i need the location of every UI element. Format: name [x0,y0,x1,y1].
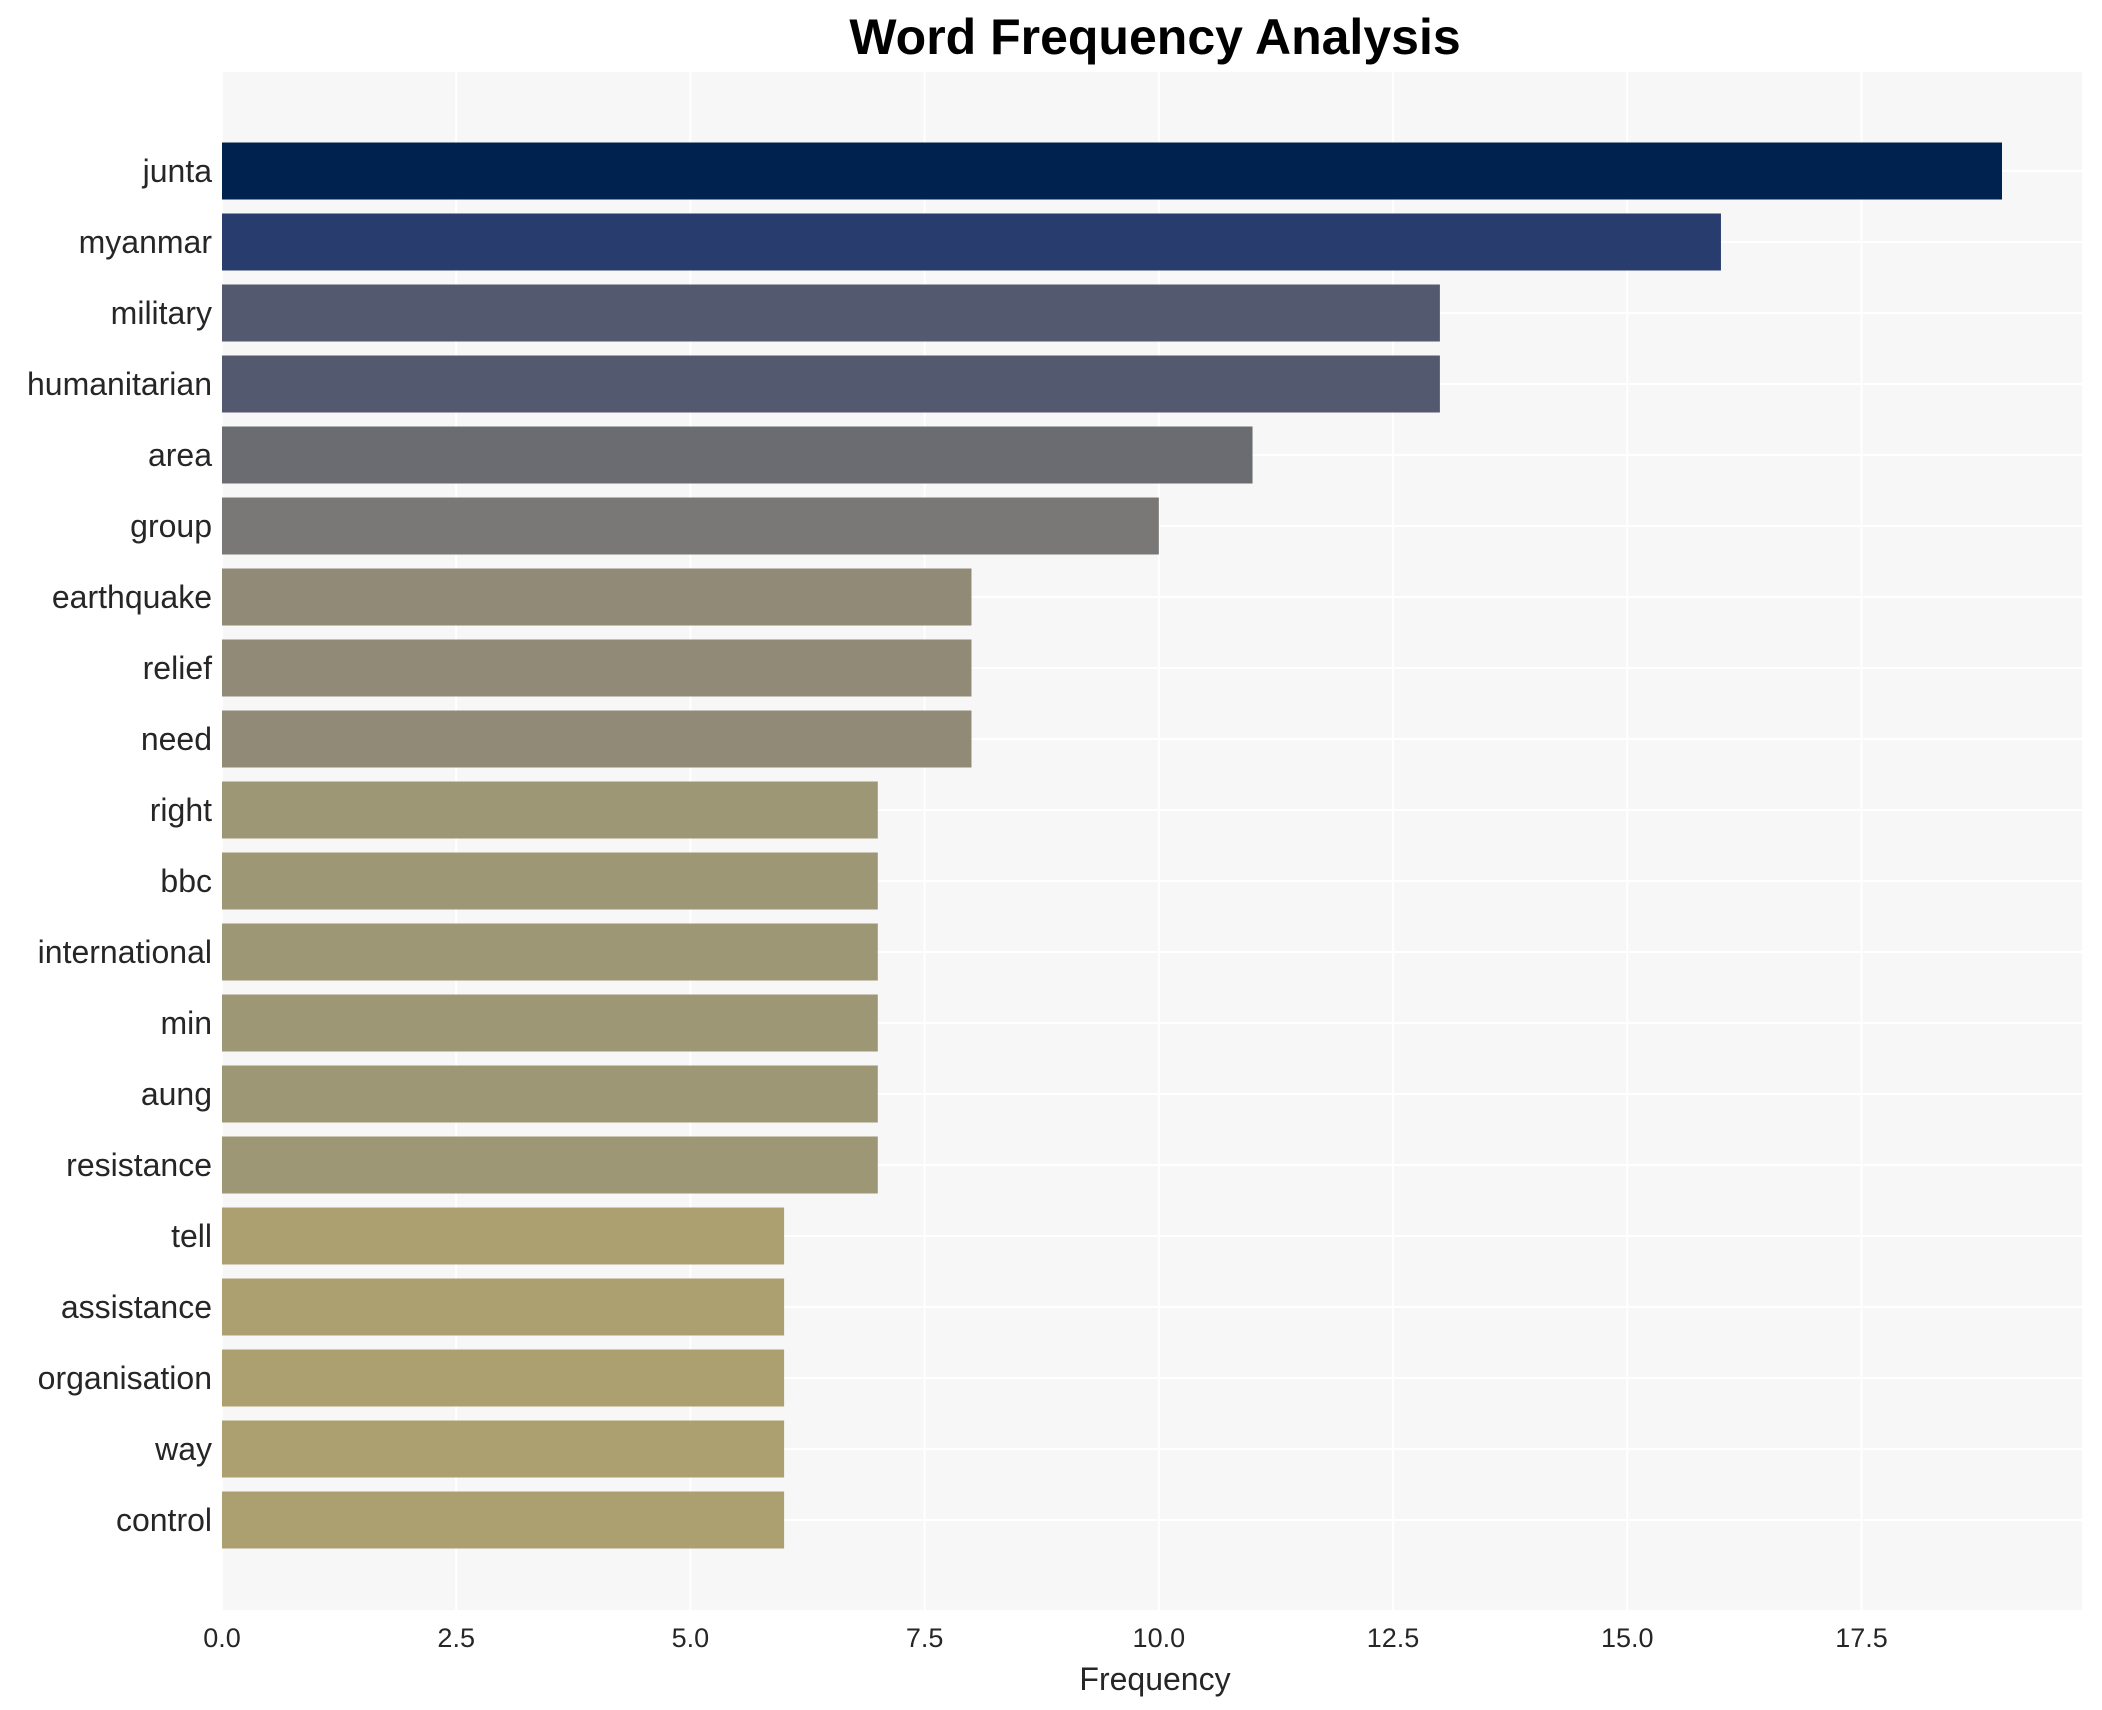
category-label-earthquake: earthquake [52,579,212,615]
x-tick-labels: 0.0 2.5 5.0 7.5 10.0 12.5 15.0 17.5 [203,1623,1888,1653]
category-label-international: international [38,934,212,970]
category-label-min: min [160,1005,212,1041]
bar-organisation [222,1349,785,1407]
bar-relief [222,639,972,697]
x-tick-label: 10.0 [1133,1623,1186,1653]
category-label-organisation: organisation [38,1360,212,1396]
category-labels: junta myanmar military humanitarian area grou… [27,153,212,1538]
category-label-relief: relief [143,650,212,686]
bar-resistance [222,1136,878,1194]
bar-bbc [222,852,878,910]
category-label-way: way [154,1431,212,1467]
category-label-need: need [141,721,212,757]
category-label-junta: junta [142,153,213,189]
bar-right [222,781,878,839]
bar-military [222,284,1440,342]
category-label-control: control [116,1502,212,1538]
bar-area [222,426,1253,484]
x-tick-label: 17.5 [1835,1623,1888,1653]
category-label-tell: tell [171,1218,212,1254]
x-axis-label: Frequency [1079,1661,1230,1697]
category-label-humanitarian: humanitarian [27,366,212,402]
category-label-resistance: resistance [66,1147,212,1183]
x-tick-label: 2.5 [437,1623,475,1653]
bar-myanmar [222,213,1721,271]
category-label-aung: aung [141,1076,212,1112]
bar-group [222,497,1159,555]
x-tick-label: 5.0 [672,1623,710,1653]
bar-aung [222,1065,878,1123]
bar-earthquake [222,568,972,626]
category-label-group: group [130,508,212,544]
category-label-myanmar: myanmar [79,224,213,260]
x-tick-label: 15.0 [1601,1623,1654,1653]
bar-way [222,1420,785,1478]
category-label-right: right [150,792,212,828]
category-label-area: area [148,437,212,473]
x-tick-label: 0.0 [203,1623,241,1653]
bar-min [222,994,878,1052]
bar-junta [222,142,2002,200]
bar-international [222,923,878,981]
category-label-assistance: assistance [61,1289,212,1325]
category-label-bbc: bbc [160,863,212,899]
chart-title: Word Frequency Analysis [849,9,1460,65]
bar-need [222,710,972,768]
x-tick-label: 12.5 [1367,1623,1420,1653]
category-label-military: military [111,295,212,331]
bar-assistance [222,1278,785,1336]
bar-humanitarian [222,355,1440,413]
bar-tell [222,1207,785,1265]
bar-control [222,1491,785,1549]
x-tick-label: 7.5 [906,1623,944,1653]
bars [222,142,2002,1549]
